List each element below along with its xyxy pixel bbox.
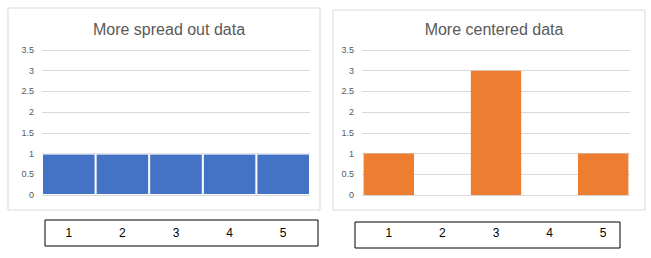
svg-text:5: 5 — [600, 226, 607, 240]
svg-text:3: 3 — [349, 66, 354, 76]
svg-text:0.5: 0.5 — [21, 169, 34, 179]
svg-text:0.5: 0.5 — [341, 169, 354, 179]
svg-text:1: 1 — [349, 149, 354, 159]
svg-text:1: 1 — [65, 226, 72, 240]
svg-text:4: 4 — [226, 226, 233, 240]
svg-text:2.5: 2.5 — [341, 86, 354, 96]
svg-text:1.5: 1.5 — [21, 128, 34, 138]
svg-text:3.5: 3.5 — [341, 45, 354, 55]
svg-text:1: 1 — [29, 149, 34, 159]
svg-text:5: 5 — [280, 226, 287, 240]
svg-text:3: 3 — [493, 226, 500, 240]
svg-text:2.5: 2.5 — [21, 86, 34, 96]
svg-text:4: 4 — [546, 226, 553, 240]
svg-text:3: 3 — [29, 66, 34, 76]
svg-text:More spread out data: More spread out data — [93, 21, 245, 38]
svg-text:2: 2 — [119, 226, 126, 240]
svg-text:0: 0 — [29, 190, 34, 200]
svg-text:2: 2 — [349, 107, 354, 117]
svg-text:3: 3 — [173, 226, 180, 240]
svg-text:2: 2 — [439, 226, 446, 240]
svg-text:0: 0 — [349, 190, 354, 200]
svg-text:2: 2 — [29, 107, 34, 117]
svg-text:1.5: 1.5 — [341, 128, 354, 138]
svg-text:More centered data: More centered data — [425, 21, 564, 38]
svg-text:1: 1 — [385, 226, 392, 240]
svg-text:3.5: 3.5 — [21, 45, 34, 55]
